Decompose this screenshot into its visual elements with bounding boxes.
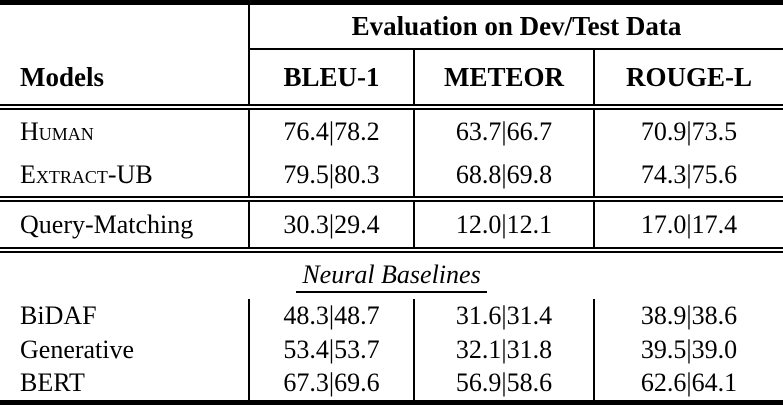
cell-meteor: 68.8|69.8 bbox=[413, 153, 593, 196]
table-row-generative: Generative 53.4|53.7 32.1|31.8 39.5|39.0 bbox=[0, 332, 783, 367]
table-row-bidaf: BiDAF 48.3|48.7 31.6|31.4 38.9|38.6 bbox=[0, 299, 783, 333]
table-row-query-matching: Query-Matching 30.3|29.4 12.0|12.1 17.0|… bbox=[0, 202, 783, 247]
row-label: Extract-UB bbox=[20, 159, 153, 189]
top-rule bbox=[0, 0, 783, 5]
neural-baselines-rows: BiDAF 48.3|48.7 31.6|31.4 38.9|38.6 Gene… bbox=[0, 299, 783, 401]
section-separator-rule-1 bbox=[0, 196, 783, 202]
neural-baselines-heading-row: Neural Baselines bbox=[0, 253, 783, 299]
cell-meteor: 12.0|12.1 bbox=[413, 202, 593, 247]
cell-bleu1: 30.3|29.4 bbox=[248, 202, 413, 247]
table-row-bert: BERT 67.3|69.6 56.9|58.6 62.6|64.1 bbox=[0, 366, 783, 401]
row-label: Generative bbox=[20, 334, 135, 364]
cell-bleu1: 79.5|80.3 bbox=[248, 153, 413, 196]
table-row-extract-ub: Extract-UB 79.5|80.3 68.8|69.8 74.3|75.6 bbox=[0, 153, 783, 196]
cell-rougel: 38.9|38.6 bbox=[593, 299, 783, 333]
column-header-bleu1: BLEU-1 bbox=[248, 50, 413, 104]
cell-bleu1: 48.3|48.7 bbox=[248, 299, 413, 333]
eval-header-empty-cell bbox=[0, 5, 248, 50]
section-separator-rule-2 bbox=[0, 247, 783, 253]
column-header-row: Models BLEU-1 METEOR ROUGE-L bbox=[0, 50, 783, 104]
row-label: Query-Matching bbox=[20, 209, 194, 239]
eval-header-row: Evaluation on Dev/Test Data bbox=[0, 5, 783, 50]
cell-rougel: 39.5|39.0 bbox=[593, 332, 783, 367]
cell-rougel: 74.3|75.6 bbox=[593, 153, 783, 196]
table-row-human: Human 76.4|78.2 63.7|66.7 70.9|73.5 bbox=[0, 110, 783, 153]
cell-bleu1: 67.3|69.6 bbox=[248, 366, 413, 401]
neural-baselines-heading: Neural Baselines bbox=[296, 260, 487, 293]
cell-rougel: 70.9|73.5 bbox=[593, 110, 783, 153]
cell-meteor: 31.6|31.4 bbox=[413, 299, 593, 333]
column-header-meteor: METEOR bbox=[413, 50, 593, 104]
row-label: Human bbox=[20, 116, 94, 146]
cell-meteor: 32.1|31.8 bbox=[413, 332, 593, 367]
row-label: BiDAF bbox=[20, 300, 97, 330]
cell-meteor: 63.7|66.7 bbox=[413, 110, 593, 153]
cell-rougel: 17.0|17.4 bbox=[593, 202, 783, 247]
cell-bleu1: 53.4|53.7 bbox=[248, 332, 413, 367]
eval-header: Evaluation on Dev/Test Data bbox=[248, 5, 783, 50]
column-header-rougel: ROUGE-L bbox=[593, 50, 783, 104]
cell-meteor: 56.9|58.6 bbox=[413, 366, 593, 401]
header-separator-rule bbox=[0, 104, 783, 110]
models-header: Models bbox=[20, 61, 104, 92]
cell-bleu1: 76.4|78.2 bbox=[248, 110, 413, 153]
bottom-rule bbox=[0, 400, 783, 405]
row-label: BERT bbox=[20, 368, 85, 398]
cell-rougel: 62.6|64.1 bbox=[593, 366, 783, 401]
